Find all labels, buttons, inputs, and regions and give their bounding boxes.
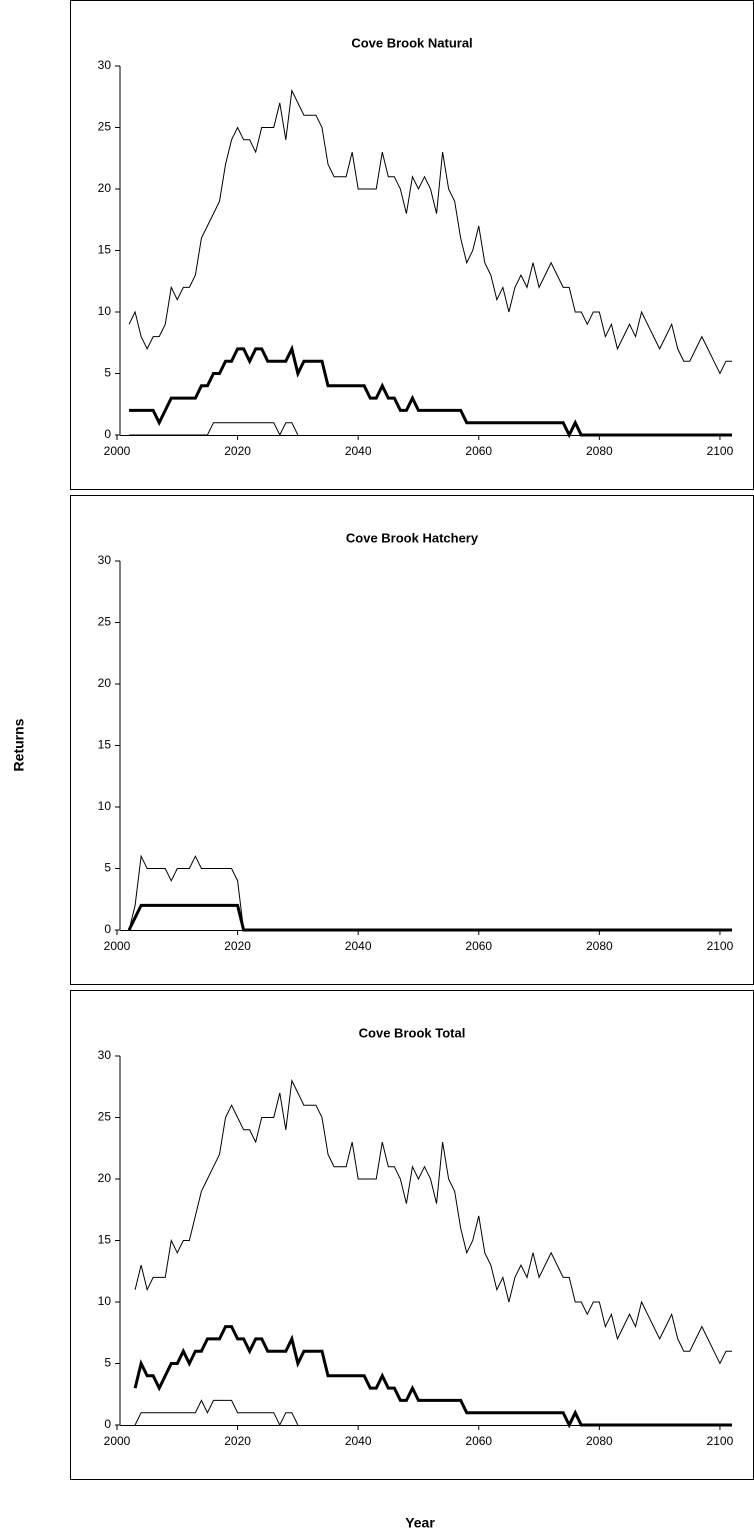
- y-tick-label: 20: [98, 676, 112, 690]
- y-axis-title: Returns: [11, 718, 27, 771]
- panel: Cove Brook Total 0 5 10 15 20 25 30 2000 2020 2040…: [70, 990, 754, 1480]
- series-line: [129, 422, 299, 437]
- x-tick-label: 2020: [224, 444, 251, 458]
- y-tick-label: 0: [104, 1417, 111, 1431]
- x-tick-label: 2060: [465, 939, 492, 953]
- x-tick-label: 2000: [104, 1434, 131, 1448]
- y-tick-label: 30: [98, 58, 112, 72]
- series-line: [134, 1399, 299, 1427]
- chart-title: Cove Brook Natural: [351, 35, 472, 50]
- y-tick-label: 20: [98, 1171, 112, 1185]
- series-line: [128, 854, 732, 931]
- y-tick-label: 5: [104, 1356, 111, 1370]
- x-tick-label: 2000: [104, 444, 131, 458]
- y-tick-label: 0: [104, 922, 111, 936]
- panel-frame: [70, 990, 754, 1480]
- x-tick-label: 2040: [345, 939, 372, 953]
- x-tick-label: 2100: [707, 1434, 734, 1448]
- x-tick-label: 2060: [465, 1434, 492, 1448]
- x-tick-label: 2100: [707, 444, 734, 458]
- y-tick-label: 20: [98, 181, 112, 195]
- series-line: [134, 1078, 732, 1365]
- y-tick-label: 25: [98, 120, 112, 134]
- y-tick-label: 15: [98, 1233, 112, 1247]
- x-tick-label: 2040: [345, 1434, 372, 1448]
- y-tick-label: 30: [98, 1048, 112, 1062]
- panel-frame: [70, 495, 754, 985]
- y-tick-label: 10: [98, 304, 112, 318]
- y-tick-label: 25: [98, 615, 112, 629]
- x-tick-label: 2060: [465, 444, 492, 458]
- chart-title: Cove Brook Hatchery: [346, 530, 479, 545]
- panel: Cove Brook Natural 0 5 10 15 20 25 30 2000 2020 20…: [70, 0, 754, 490]
- y-tick-label: 15: [98, 243, 112, 257]
- x-tick-label: 2040: [345, 444, 372, 458]
- x-tick-label: 2000: [104, 939, 131, 953]
- x-tick-label: 2080: [586, 444, 613, 458]
- series-line: [129, 344, 732, 439]
- y-tick-label: 10: [98, 799, 112, 813]
- y-tick-label: 10: [98, 1294, 112, 1308]
- panel-frame: [70, 0, 754, 490]
- panel: Cove Brook Hatchery 0 5 10 15 20 25 30 2000 2020 2…: [70, 495, 754, 985]
- x-axis-title: Year: [405, 1515, 435, 1531]
- series-line: [127, 903, 732, 932]
- y-tick-label: 25: [98, 1110, 112, 1124]
- x-tick-label: 2080: [586, 939, 613, 953]
- x-tick-label: 2020: [224, 1434, 251, 1448]
- series-line: [133, 1325, 732, 1429]
- y-tick-label: 30: [98, 553, 112, 567]
- x-tick-label: 2080: [586, 1434, 613, 1448]
- series-line: [128, 88, 732, 375]
- y-tick-label: 5: [104, 861, 111, 875]
- chart-title: Cove Brook Total: [359, 1025, 466, 1040]
- y-tick-label: 5: [104, 366, 111, 380]
- y-tick-label: 0: [104, 427, 111, 441]
- y-tick-label: 15: [98, 738, 112, 752]
- x-tick-label: 2020: [224, 939, 251, 953]
- x-tick-label: 2100: [707, 939, 734, 953]
